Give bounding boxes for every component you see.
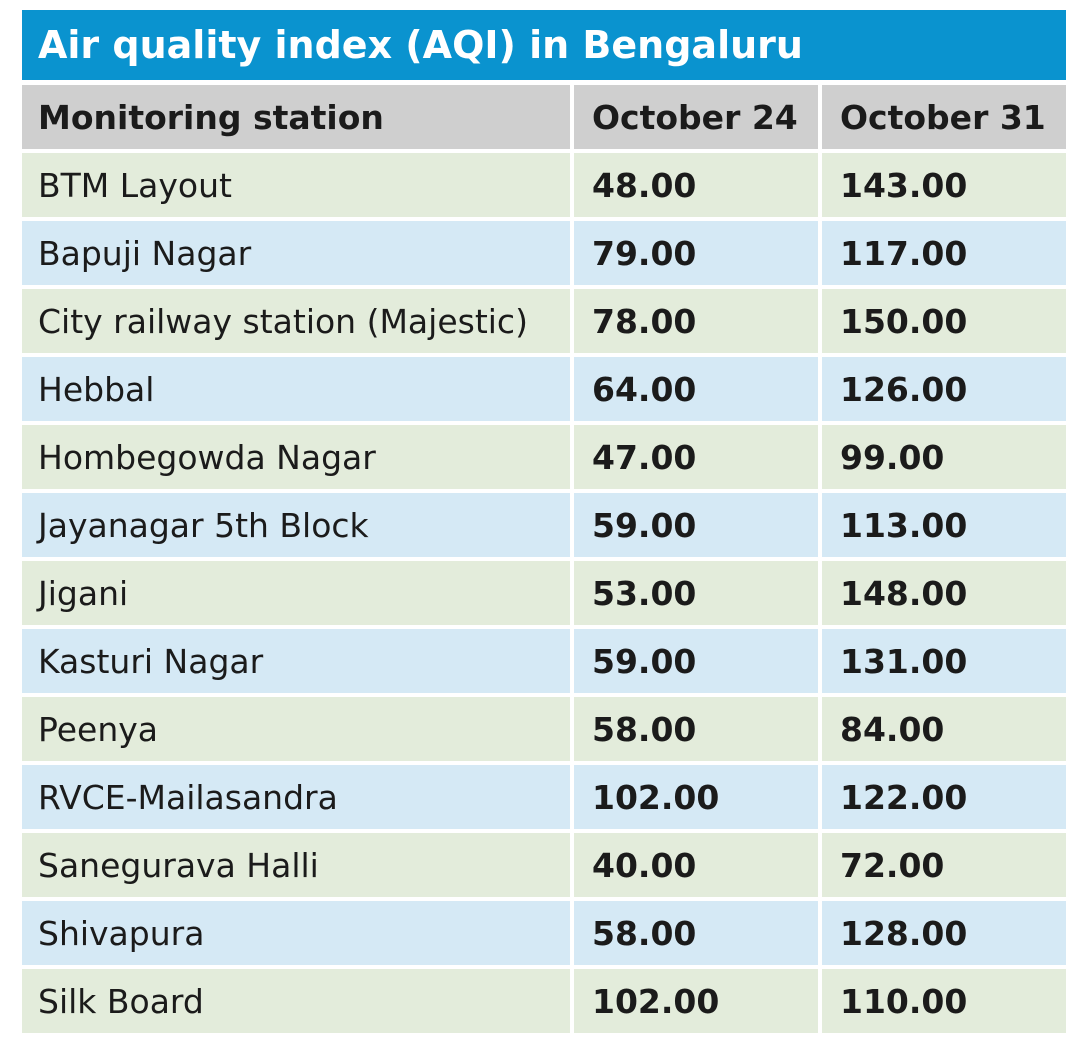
station-name-cell: Jayanagar 5th Block xyxy=(22,493,570,557)
october-24-value-cell: 40.00 xyxy=(574,833,818,897)
station-name-cell: RVCE-Mailasandra xyxy=(22,765,570,829)
october-24-value-cell: 48.00 xyxy=(574,153,818,217)
station-name-cell: BTM Layout xyxy=(22,153,570,217)
station-name-cell: City railway station (Majestic) xyxy=(22,289,570,353)
october-24-value-cell: 102.00 xyxy=(574,765,818,829)
station-name-cell: Bapuji Nagar xyxy=(22,221,570,285)
station-name-cell: Shivapura xyxy=(22,901,570,965)
october-31-value-cell: 143.00 xyxy=(822,153,1066,217)
october-31-value-cell: 131.00 xyxy=(822,629,1066,693)
aqi-table-figure: Air quality index (AQI) in Bengaluru Mon… xyxy=(22,10,1066,1033)
october-31-value-cell: 99.00 xyxy=(822,425,1066,489)
header-october-24: October 24 xyxy=(574,85,818,149)
station-name-cell: Sanegurava Halli xyxy=(22,833,570,897)
october-31-value-cell: 148.00 xyxy=(822,561,1066,625)
october-24-value-cell: 59.00 xyxy=(574,493,818,557)
station-name-cell: Silk Board xyxy=(22,969,570,1033)
header-october-31: October 31 xyxy=(822,85,1066,149)
october-24-value-cell: 47.00 xyxy=(574,425,818,489)
october-24-value-cell: 58.00 xyxy=(574,901,818,965)
station-name-cell: Hebbal xyxy=(22,357,570,421)
october-24-value-cell: 64.00 xyxy=(574,357,818,421)
october-31-value-cell: 128.00 xyxy=(822,901,1066,965)
table-title: Air quality index (AQI) in Bengaluru xyxy=(22,10,1066,80)
october-31-value-cell: 126.00 xyxy=(822,357,1066,421)
october-31-value-cell: 150.00 xyxy=(822,289,1066,353)
october-31-value-cell: 84.00 xyxy=(822,697,1066,761)
october-31-value-cell: 72.00 xyxy=(822,833,1066,897)
october-24-value-cell: 59.00 xyxy=(574,629,818,693)
october-24-value-cell: 102.00 xyxy=(574,969,818,1033)
station-name-cell: Hombegowda Nagar xyxy=(22,425,570,489)
header-station: Monitoring station xyxy=(22,85,570,149)
october-31-value-cell: 122.00 xyxy=(822,765,1066,829)
october-24-value-cell: 53.00 xyxy=(574,561,818,625)
october-24-value-cell: 58.00 xyxy=(574,697,818,761)
october-31-value-cell: 113.00 xyxy=(822,493,1066,557)
station-name-cell: Kasturi Nagar xyxy=(22,629,570,693)
aqi-table: Monitoring station October 24 October 31… xyxy=(22,85,1066,1033)
station-name-cell: Peenya xyxy=(22,697,570,761)
october-31-value-cell: 117.00 xyxy=(822,221,1066,285)
october-24-value-cell: 78.00 xyxy=(574,289,818,353)
october-31-value-cell: 110.00 xyxy=(822,969,1066,1033)
october-24-value-cell: 79.00 xyxy=(574,221,818,285)
station-name-cell: Jigani xyxy=(22,561,570,625)
